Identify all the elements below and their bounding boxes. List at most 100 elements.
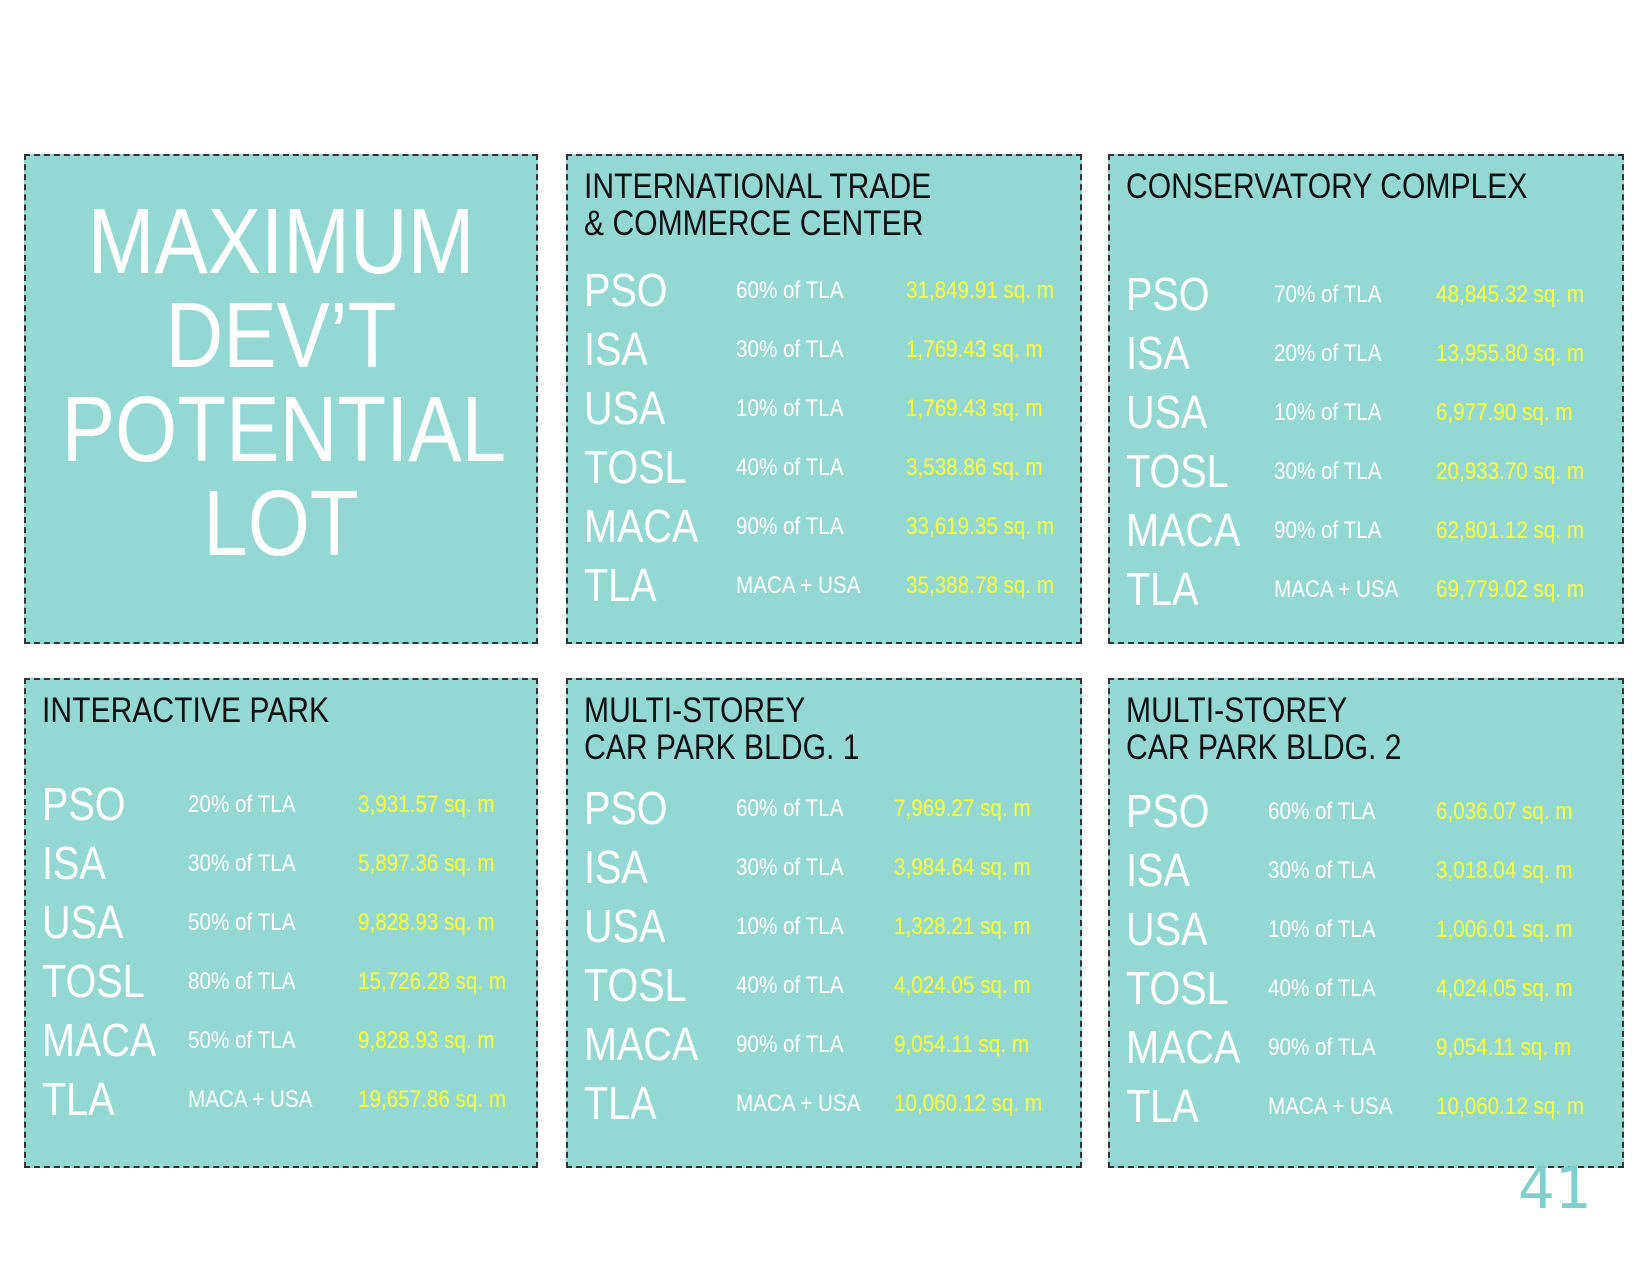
metric-row: USA 50% of TLA 9,828.93 sq. m	[26, 894, 536, 953]
metric-rule: 10% of TLA	[1274, 399, 1382, 426]
metric-rule: 10% of TLA	[1268, 916, 1376, 943]
hero-title-line: DEV’T	[165, 283, 397, 387]
metric-abbr: MACA	[584, 500, 699, 552]
metric-rule: 70% of TLA	[1274, 281, 1382, 308]
metric-rule: 30% of TLA	[736, 336, 844, 363]
metric-value: 4,024.05 sq. m	[894, 972, 1031, 999]
metric-value: 6,036.07 sq. m	[1436, 798, 1573, 825]
metric-value: 10,060.12 sq. m	[1436, 1093, 1585, 1120]
metric-value: 48,845.32 sq. m	[1436, 281, 1585, 308]
metric-abbr: USA	[584, 900, 666, 952]
metric-value: 35,388.78 sq. m	[906, 572, 1055, 599]
metric-rule: 40% of TLA	[736, 454, 844, 481]
metric-value: 69,779.02 sq. m	[1436, 576, 1585, 603]
metric-abbr: TLA	[1126, 563, 1199, 615]
page-number: 41	[1518, 1154, 1592, 1222]
metric-value: 33,619.35 sq. m	[906, 513, 1055, 540]
metric-rule: 40% of TLA	[736, 972, 844, 999]
metric-abbr: ISA	[1126, 844, 1190, 896]
metric-rule: 30% of TLA	[188, 850, 296, 877]
panel-title: MULTI-STOREY CAR PARK BLDG. 2	[1126, 692, 1401, 766]
metric-abbr: TOSL	[584, 959, 687, 1011]
metric-rule: 60% of TLA	[1268, 798, 1376, 825]
panel-title-line: MULTI-STOREY	[584, 691, 806, 730]
metric-rule: 20% of TLA	[1274, 340, 1382, 367]
panel-title-line: INTERACTIVE PARK	[42, 691, 330, 730]
metric-rule: MACA + USA	[188, 1086, 313, 1113]
metric-rule: MACA + USA	[736, 1090, 861, 1117]
metric-abbr: TOSL	[42, 955, 145, 1007]
metric-abbr: PSO	[42, 778, 126, 830]
metric-rule: MACA + USA	[736, 572, 861, 599]
metric-row: ISA 30% of TLA 3,018.04 sq. m	[1110, 842, 1622, 901]
metric-abbr: TLA	[584, 559, 657, 611]
metric-value: 9,828.93 sq. m	[358, 909, 495, 936]
hero-panel: MAXIMUM DEV’T POTENTIAL LOT	[24, 154, 538, 644]
metric-row: ISA 20% of TLA 13,955.80 sq. m	[1110, 325, 1622, 384]
metric-value: 62,801.12 sq. m	[1436, 517, 1585, 544]
metric-rule: 80% of TLA	[188, 968, 296, 995]
metric-row: TLA MACA + USA 10,060.12 sq. m	[1110, 1078, 1622, 1137]
metric-row: USA 10% of TLA 6,977.90 sq. m	[1110, 384, 1622, 443]
metric-abbr: USA	[584, 382, 666, 434]
metric-abbr: ISA	[584, 841, 648, 893]
metric-rule: MACA + USA	[1274, 576, 1399, 603]
metric-row: MACA 90% of TLA 9,054.11 sq. m	[1110, 1019, 1622, 1078]
metric-value: 13,955.80 sq. m	[1436, 340, 1585, 367]
metric-rule: 30% of TLA	[1274, 458, 1382, 485]
hero-title-line: LOT	[203, 471, 359, 575]
metric-rule: 90% of TLA	[1274, 517, 1382, 544]
hero-title-line: MAXIMUM	[87, 189, 475, 293]
metric-value: 20,933.70 sq. m	[1436, 458, 1585, 485]
metric-row: USA 10% of TLA 1,328.21 sq. m	[568, 898, 1080, 957]
panel-title-line: INTERNATIONAL TRADE	[584, 167, 932, 206]
metric-value: 1,006.01 sq. m	[1436, 916, 1573, 943]
metric-abbr: MACA	[42, 1014, 157, 1066]
metric-value: 3,018.04 sq. m	[1436, 857, 1573, 884]
metric-row: TOSL 40% of TLA 4,024.05 sq. m	[1110, 960, 1622, 1019]
metric-row: MACA 90% of TLA 9,054.11 sq. m	[568, 1016, 1080, 1075]
metric-row: TOSL 40% of TLA 3,538.86 sq. m	[568, 439, 1080, 498]
panel-title: CONSERVATORY COMPLEX	[1126, 168, 1527, 205]
metric-row: MACA 90% of TLA 33,619.35 sq. m	[568, 498, 1080, 557]
metric-abbr: PSO	[584, 782, 668, 834]
metric-row: PSO 60% of TLA 31,849.91 sq. m	[568, 262, 1080, 321]
metric-abbr: TOSL	[1126, 445, 1229, 497]
metric-rule: 40% of TLA	[1268, 975, 1376, 1002]
panel-multi-storey-car-park-bldg-1: MULTI-STOREY CAR PARK BLDG. 1 PSO 60% of…	[566, 678, 1082, 1168]
metric-rule: 50% of TLA	[188, 1027, 296, 1054]
metric-row: TOSL 80% of TLA 15,726.28 sq. m	[26, 953, 536, 1012]
panel-title: MULTI-STOREY CAR PARK BLDG. 1	[584, 692, 859, 766]
metric-rule: 90% of TLA	[736, 1031, 844, 1058]
metric-abbr: TLA	[1126, 1080, 1199, 1132]
panel-title-line: & COMMERCE CENTER	[584, 204, 924, 243]
metric-rule: 90% of TLA	[1268, 1034, 1376, 1061]
metric-value: 15,726.28 sq. m	[358, 968, 507, 995]
metric-abbr: MACA	[584, 1018, 699, 1070]
metric-abbr: TLA	[42, 1073, 115, 1125]
hero-title: MAXIMUM DEV’T POTENTIAL LOT	[61, 189, 507, 575]
panel-multi-storey-car-park-bldg-2: MULTI-STOREY CAR PARK BLDG. 2 PSO 60% of…	[1108, 678, 1624, 1168]
metric-value: 9,828.93 sq. m	[358, 1027, 495, 1054]
metric-abbr: USA	[1126, 386, 1208, 438]
metric-rule: 10% of TLA	[736, 395, 844, 422]
metric-row: TLA MACA + USA 69,779.02 sq. m	[1110, 561, 1622, 620]
panel-conservatory-complex: CONSERVATORY COMPLEX PSO 70% of TLA 48,8…	[1108, 154, 1624, 644]
metric-abbr: TOSL	[1126, 962, 1229, 1014]
metric-row: PSO 60% of TLA 6,036.07 sq. m	[1110, 783, 1622, 842]
metric-value: 1,769.43 sq. m	[906, 336, 1043, 363]
metric-row: PSO 60% of TLA 7,969.27 sq. m	[568, 780, 1080, 839]
panel-title-line: MULTI-STOREY	[1126, 691, 1348, 730]
metric-row: MACA 50% of TLA 9,828.93 sq. m	[26, 1012, 536, 1071]
metric-row: ISA 30% of TLA 1,769.43 sq. m	[568, 321, 1080, 380]
hero-title-line: POTENTIAL	[61, 377, 507, 481]
metric-value: 10,060.12 sq. m	[894, 1090, 1043, 1117]
metric-rule: 90% of TLA	[736, 513, 844, 540]
metric-row: PSO 70% of TLA 48,845.32 sq. m	[1110, 266, 1622, 325]
metric-row: TOSL 30% of TLA 20,933.70 sq. m	[1110, 443, 1622, 502]
metric-row: TLA MACA + USA 35,388.78 sq. m	[568, 557, 1080, 616]
metric-row: ISA 30% of TLA 3,984.64 sq. m	[568, 839, 1080, 898]
metric-abbr: ISA	[1126, 327, 1190, 379]
metric-value: 9,054.11 sq. m	[1436, 1034, 1572, 1061]
metric-row: USA 10% of TLA 1,006.01 sq. m	[1110, 901, 1622, 960]
